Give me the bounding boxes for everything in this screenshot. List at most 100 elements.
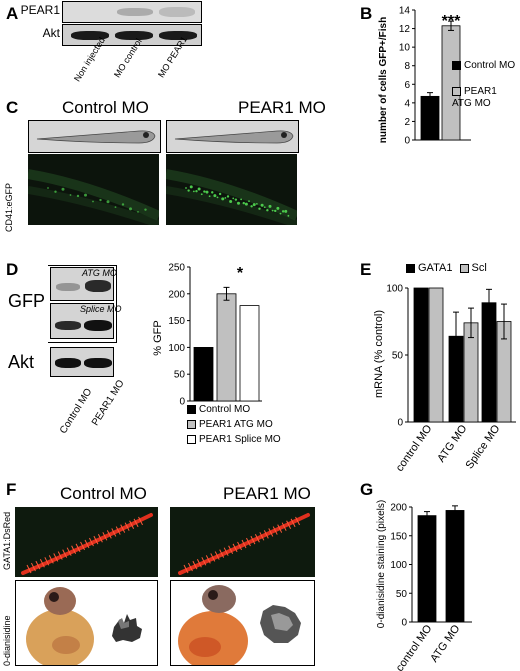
gfp-cell-dot (252, 203, 256, 207)
chart-b-ytick-label: 4 (404, 98, 410, 109)
pear1-blot (62, 1, 202, 23)
chart-b-ytick-label: 14 (399, 6, 411, 17)
dsred-vessel-stripe (272, 526, 278, 535)
gfp-cell-dot (144, 208, 147, 211)
dsred-control-image (15, 507, 158, 577)
gfp-cell-dot (92, 200, 94, 203)
dsred-vessel-stripe (214, 551, 220, 560)
gfp-cell-dot (84, 193, 87, 197)
chart-b-stars: *** (442, 13, 461, 30)
panel-f-side-label-dsred: GATA1:DsRed (2, 511, 12, 570)
gfp-blot-bracket (48, 265, 117, 343)
gfp-cell-dot (195, 189, 198, 193)
dsred-vessel-stripe (188, 562, 193, 572)
chart-d-ytick-label: 150 (168, 316, 185, 327)
chart-e-legend-item-gata1: GATA1 (406, 262, 452, 274)
dsred-vessel-stripe (268, 528, 274, 537)
chart-b-axes: 0 2 4 6 8 10 12 14 (399, 6, 471, 147)
gfp-cell-dot (284, 209, 288, 213)
chart-b-ytick-label: 8 (404, 61, 410, 72)
dsred-vessel-stripe (48, 555, 54, 564)
chart-d-bar (216, 293, 237, 402)
dsred-vessel-stripe (57, 551, 63, 560)
dsred-vessel-stripe (84, 539, 90, 549)
brightfield-control-image (28, 120, 161, 153)
chart-g: 0-dianisidine staining (pixels) 0 50 100 15… (376, 500, 472, 671)
blot-row-label-pear1: PEAR1 (20, 3, 60, 17)
chart-b-ytick-label: 2 (404, 117, 410, 128)
chart-b-legend-control: Control MO (452, 60, 515, 71)
dsred-vessel-stripe (183, 564, 189, 574)
legend-swatch-black (187, 404, 196, 414)
gfp-cell-dot (237, 201, 240, 205)
dsred-vessel-stripe (281, 522, 287, 531)
dsred-vessel-stripe (277, 524, 283, 533)
gfp-cell-dot (54, 190, 57, 193)
gfp-cell-dot (244, 202, 248, 206)
chart-g-axes: 0 50 100 150 200 (390, 503, 472, 629)
gfp-cell-dot (76, 194, 80, 198)
chart-e-ytick-label: 100 (386, 284, 403, 295)
chart-e-bar (428, 287, 444, 423)
chart-d-bars (193, 286, 260, 402)
dsred-vessel-stripe (205, 555, 211, 564)
gfp-cell-dot (271, 209, 274, 212)
dsred-vessel-stripe (129, 520, 135, 529)
gfp-cell-dot (185, 187, 187, 189)
fluorescence-control-image (28, 154, 159, 225)
chart-d-bar (239, 305, 260, 402)
dsred-vessel-stripe (237, 541, 242, 551)
gfp-cell-dot (255, 202, 258, 205)
panel-f-title-pear1: PEAR1 MO (223, 484, 311, 503)
chart-d-legend-item-splice: PEAR1 Splice MO (187, 432, 281, 447)
chart-b-ytick-label: 6 (404, 80, 410, 91)
dsred-vessel-stripe (246, 537, 251, 547)
gfp-cell-dot (197, 187, 201, 191)
chart-b: number of cells GFP+/Fish 0 2 4 6 8 10 12 14 **… (378, 6, 471, 147)
dsred-vessel-stripe (290, 518, 296, 528)
fluorescence-pear1-image (166, 154, 297, 225)
brightfield-pear1-image (166, 120, 299, 153)
panel-label-b: B (360, 4, 373, 23)
chart-b-bar (441, 25, 461, 141)
dsred-vessel-stripe (228, 545, 234, 554)
chart-e-ylabel: mRNA (% control) (373, 310, 385, 398)
panel-label-c: C (6, 98, 19, 117)
gfp-cell-dot (281, 210, 285, 213)
gfp-cell-dot (216, 196, 219, 199)
panel-label-g: G (360, 480, 374, 499)
gfp-cell-dot (229, 200, 233, 204)
gfp-cell-dot (99, 198, 102, 202)
chart-d-ytick-label: 200 (168, 289, 185, 300)
blot-row-label-akt: Akt (42, 26, 60, 40)
chart-e-legend: GATA1 Scl (406, 262, 487, 274)
chart-g-ytick-label: 100 (390, 560, 407, 571)
chart-b-ylabel: number of cells GFP+/Fish (378, 17, 389, 143)
dsred-vessel-stripe (120, 524, 126, 533)
dsred-vessel-stripe (286, 520, 292, 529)
chart-e-category-label: control MO (394, 422, 435, 473)
dsred-vessel-stripe (93, 535, 99, 545)
chart-g-bar (445, 510, 465, 623)
blot-label-gfp: GFP (8, 291, 46, 311)
chart-e-ytick-label: 50 (392, 351, 404, 362)
legend-swatch-white (187, 434, 196, 444)
chart-d-ytick-label: 50 (174, 370, 186, 381)
embryo-outline (28, 186, 159, 225)
dsred-vessel-stripe (35, 560, 41, 570)
chart-e-bar (481, 302, 497, 423)
chart-d-ytick-label: 100 (168, 343, 185, 354)
chart-d-ylabel: % GFP (152, 320, 164, 355)
gfp-atg-blot (50, 267, 114, 301)
embryo-outline (28, 169, 159, 221)
dsred-vessel-stripe (241, 539, 247, 549)
gfp-cell-dot (234, 198, 238, 201)
gfp-cell-dot (213, 194, 217, 198)
gfp-cell-dot (248, 200, 250, 203)
blot-inner-label-splice: Splice MO (80, 304, 122, 314)
chart-e-legend-item-scl: Scl (459, 262, 487, 274)
dsred-vessel-stripe (196, 559, 202, 568)
gfp-cell-dot (208, 195, 211, 198)
chart-e-ytick-label: 0 (397, 418, 403, 429)
